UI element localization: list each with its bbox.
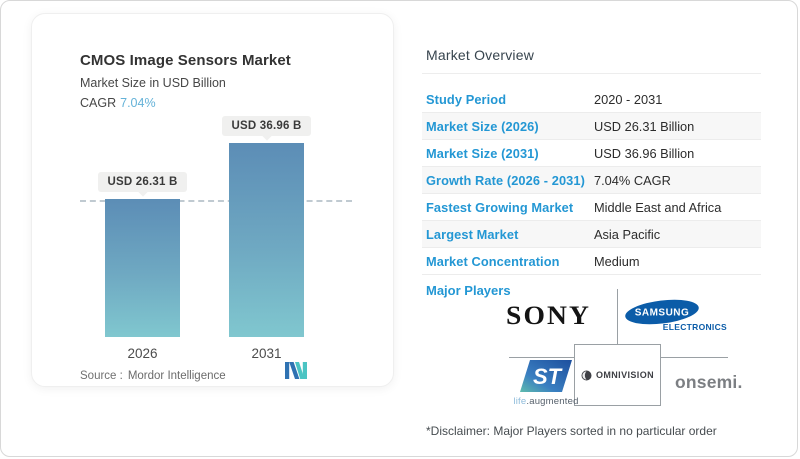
omnivision-wordmark: OMNIVISION: [595, 370, 654, 380]
table-row-market-size-2031: Market Size (2031) USD 36.96 Billion: [422, 140, 761, 167]
market-chart-card: CMOS Image Sensors Market Market Size in…: [31, 13, 394, 387]
x-axis-label-2031: 2031: [251, 346, 282, 361]
omnivision-logo: OMNIVISION: [574, 344, 661, 406]
source-value: Mordor Intelligence: [127, 370, 226, 382]
table-row-study-period: Study Period 2020 - 2031: [422, 86, 761, 113]
grid-divider-vertical: [617, 289, 618, 344]
row-value: 7.04% CAGR: [594, 172, 671, 188]
row-label: Study Period: [426, 91, 507, 107]
grid-divider-horizontal-left: [509, 357, 574, 358]
samsung-electronics-text: ELECTRONICS: [663, 322, 727, 332]
row-label: Market Size (2031): [426, 145, 539, 161]
row-value: USD 26.31 Billion: [594, 118, 695, 134]
stmicroelectronics-logo: ST: [520, 360, 572, 392]
row-value: Asia Pacific: [594, 226, 661, 242]
omnivision-circle-icon: [581, 370, 592, 380]
bar-group-2031: USD 36.96 B: [221, 116, 312, 337]
samsung-wordmark: SAMSUNG: [635, 308, 690, 319]
onsemi-logo: onsemi.: [675, 372, 743, 392]
reference-dashed-line: [80, 200, 352, 202]
st-tagline-augmented: .augmented: [526, 396, 579, 407]
chart-title: CMOS Image Sensors Market: [80, 52, 291, 69]
table-row-fastest-growing-market: Fastest Growing Market Middle East and A…: [422, 194, 761, 221]
bar-group-2026: USD 26.31 B: [97, 172, 188, 337]
row-label: Largest Market: [426, 226, 519, 242]
table-row-market-concentration: Market Concentration Medium: [422, 248, 761, 275]
st-tagline-life: life: [513, 396, 527, 407]
table-row-largest-market: Largest Market Asia Pacific: [422, 221, 761, 248]
st-wordmark: ST: [533, 364, 563, 389]
st-tagline: life.augmented: [506, 396, 586, 407]
x-axis-label-2026: 2026: [127, 346, 158, 361]
mordor-intelligence-logo-icon: [285, 362, 307, 379]
bar-2026: [105, 199, 180, 337]
row-label: Growth Rate (2026 - 2031): [426, 172, 585, 188]
table-row-growth-rate: Growth Rate (2026 - 2031) 7.04% CAGR: [422, 167, 761, 194]
cagr-value: 7.04%: [120, 96, 156, 110]
market-overview-panel: Market Overview Study Period 2020 - 2031…: [422, 1, 761, 456]
source-attribution: Source : Mordor Intelligence: [80, 370, 226, 382]
chart-subtitle: Market Size in USD Billion: [80, 76, 226, 90]
row-value: USD 36.96 Billion: [594, 145, 695, 161]
bar-value-badge-2031: USD 36.96 B: [221, 116, 312, 136]
overview-table: Study Period 2020 - 2031 Market Size (20…: [422, 86, 761, 275]
heading-divider: [422, 73, 761, 74]
grid-divider-horizontal-right: [661, 357, 728, 358]
row-value: Middle East and Africa: [594, 199, 722, 215]
bar-2031: [229, 143, 304, 337]
row-label: Market Concentration: [426, 253, 560, 269]
table-row-market-size-2026: Market Size (2026) USD 26.31 Billion: [422, 113, 761, 140]
cagr-label: CAGR: [80, 96, 117, 110]
row-value: 2020 - 2031: [594, 91, 663, 107]
major-players-logo-grid: SONY SAMSUNG ELECTRONICS OMNIVISION: [422, 286, 761, 411]
source-label: Source :: [80, 370, 123, 382]
cagr-line: CAGR 7.04%: [80, 96, 156, 110]
row-label: Fastest Growing Market: [426, 199, 574, 215]
row-label: Market Size (2026): [426, 118, 539, 134]
samsung-electronics-logo: SAMSUNG ELECTRONICS: [625, 299, 727, 332]
disclaimer-text: *Disclaimer: Major Players sorted in no …: [426, 424, 717, 438]
major-players-label: Major Players: [426, 283, 511, 298]
overview-heading: Market Overview: [426, 47, 535, 63]
sony-logo: SONY: [506, 301, 592, 330]
row-value: Medium: [594, 253, 640, 269]
bar-value-badge-2026: USD 26.31 B: [97, 172, 188, 192]
